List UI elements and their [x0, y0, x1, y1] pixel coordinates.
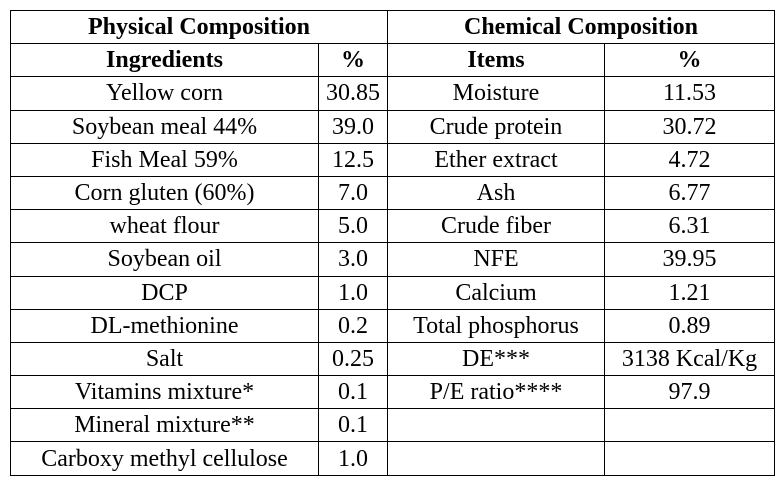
- ingredient-cell: Salt: [10, 341, 319, 377]
- item-cell: NFE: [387, 242, 605, 277]
- ingredient-percent-cell: 3.0: [318, 242, 388, 277]
- group-header-row: Physical Composition Chemical Compositio…: [10, 9, 775, 45]
- table-row: Fish Meal 59% 12.5 Ether extract 4.72: [10, 142, 775, 177]
- item-percent-cell: 30.72: [604, 109, 775, 144]
- item-percent-cell: 11.53: [604, 76, 775, 111]
- table-row: Soybean meal 44% 39.0 Crude protein 30.7…: [10, 109, 775, 144]
- table-row: Mineral mixture** 0.1: [10, 408, 775, 443]
- item-percent-cell: 0.89: [604, 308, 775, 343]
- ingredient-cell: Soybean meal 44%: [10, 109, 319, 144]
- physical-composition-header: Physical Composition: [10, 9, 388, 45]
- table-row: Salt 0.25 DE*** 3138 Kcal/Kg: [10, 341, 775, 377]
- items-percent-column-header: %: [604, 43, 775, 78]
- table-row: Corn gluten (60%) 7.0 Ash 6.77: [10, 175, 775, 211]
- table-row: Vitamins mixture* 0.1 P/E ratio**** 97.9: [10, 375, 775, 410]
- column-header-row: Ingredients % Items %: [10, 43, 775, 78]
- item-cell: Calcium: [387, 275, 605, 310]
- ingredient-cell: DCP: [10, 275, 319, 310]
- item-percent-cell: [604, 408, 775, 443]
- table-row: Soybean oil 3.0 NFE 39.95: [10, 242, 775, 277]
- ingredient-cell: Soybean oil: [10, 242, 319, 277]
- ingredient-cell: DL-methionine: [10, 308, 319, 343]
- table-row: Carboxy methyl cellulose 1.0: [10, 441, 775, 476]
- table-row: Yellow corn 30.85 Moisture 11.53: [10, 76, 775, 111]
- item-percent-cell: 6.77: [604, 175, 775, 211]
- ingredient-percent-cell: 0.1: [318, 408, 388, 443]
- ingredient-percent-cell: 0.1: [318, 375, 388, 410]
- item-cell: [387, 441, 605, 476]
- ingredient-cell: Corn gluten (60%): [10, 175, 319, 211]
- item-percent-cell: [604, 441, 775, 476]
- ingredient-cell: wheat flour: [10, 209, 319, 244]
- ingredient-cell: Fish Meal 59%: [10, 142, 319, 177]
- item-percent-cell: 4.72: [604, 142, 775, 177]
- item-percent-cell: 6.31: [604, 209, 775, 244]
- ingredients-percent-column-header: %: [318, 43, 388, 78]
- chemical-composition-header: Chemical Composition: [387, 9, 775, 45]
- item-cell: Crude protein: [387, 109, 605, 144]
- ingredient-percent-cell: 1.0: [318, 441, 388, 476]
- item-cell: Total phosphorus: [387, 308, 605, 343]
- item-cell: Ash: [387, 175, 605, 211]
- ingredient-percent-cell: 0.25: [318, 341, 388, 377]
- ingredient-percent-cell: 0.2: [318, 308, 388, 343]
- items-column-header: Items: [387, 43, 605, 78]
- ingredient-percent-cell: 5.0: [318, 209, 388, 244]
- table-row: wheat flour 5.0 Crude fiber 6.31: [10, 209, 775, 244]
- ingredient-percent-cell: 1.0: [318, 275, 388, 310]
- item-cell: DE***: [387, 341, 605, 377]
- ingredient-cell: Mineral mixture**: [10, 408, 319, 443]
- ingredient-cell: Carboxy methyl cellulose: [10, 441, 319, 476]
- item-percent-cell: 3138 Kcal/Kg: [604, 341, 775, 377]
- table-row: DCP 1.0 Calcium 1.21: [10, 275, 775, 310]
- item-cell: P/E ratio****: [387, 375, 605, 410]
- ingredient-percent-cell: 30.85: [318, 76, 388, 111]
- ingredient-cell: Vitamins mixture*: [10, 375, 319, 410]
- item-percent-cell: 97.9: [604, 375, 775, 410]
- table-row: DL-methionine 0.2 Total phosphorus 0.89: [10, 308, 775, 343]
- item-percent-cell: 39.95: [604, 242, 775, 277]
- ingredients-column-header: Ingredients: [10, 43, 319, 78]
- item-cell: Ether extract: [387, 142, 605, 177]
- ingredient-cell: Yellow corn: [10, 76, 319, 111]
- item-percent-cell: 1.21: [604, 275, 775, 310]
- item-cell: [387, 408, 605, 443]
- ingredient-percent-cell: 39.0: [318, 109, 388, 144]
- composition-table-wrapper: Physical Composition Chemical Compositio…: [10, 9, 775, 476]
- ingredient-percent-cell: 12.5: [318, 142, 388, 177]
- composition-table: Physical Composition Chemical Compositio…: [10, 9, 775, 476]
- item-cell: Moisture: [387, 76, 605, 111]
- item-cell: Crude fiber: [387, 209, 605, 244]
- ingredient-percent-cell: 7.0: [318, 175, 388, 211]
